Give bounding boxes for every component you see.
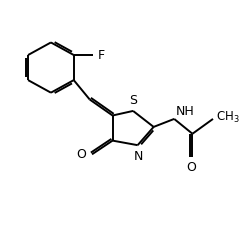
Text: N: N [133, 150, 143, 163]
Text: NH: NH [175, 105, 194, 118]
Text: F: F [98, 49, 105, 61]
Text: O: O [76, 148, 86, 161]
Text: CH$_3$: CH$_3$ [217, 110, 240, 125]
Text: O: O [186, 161, 196, 174]
Text: S: S [129, 94, 137, 107]
